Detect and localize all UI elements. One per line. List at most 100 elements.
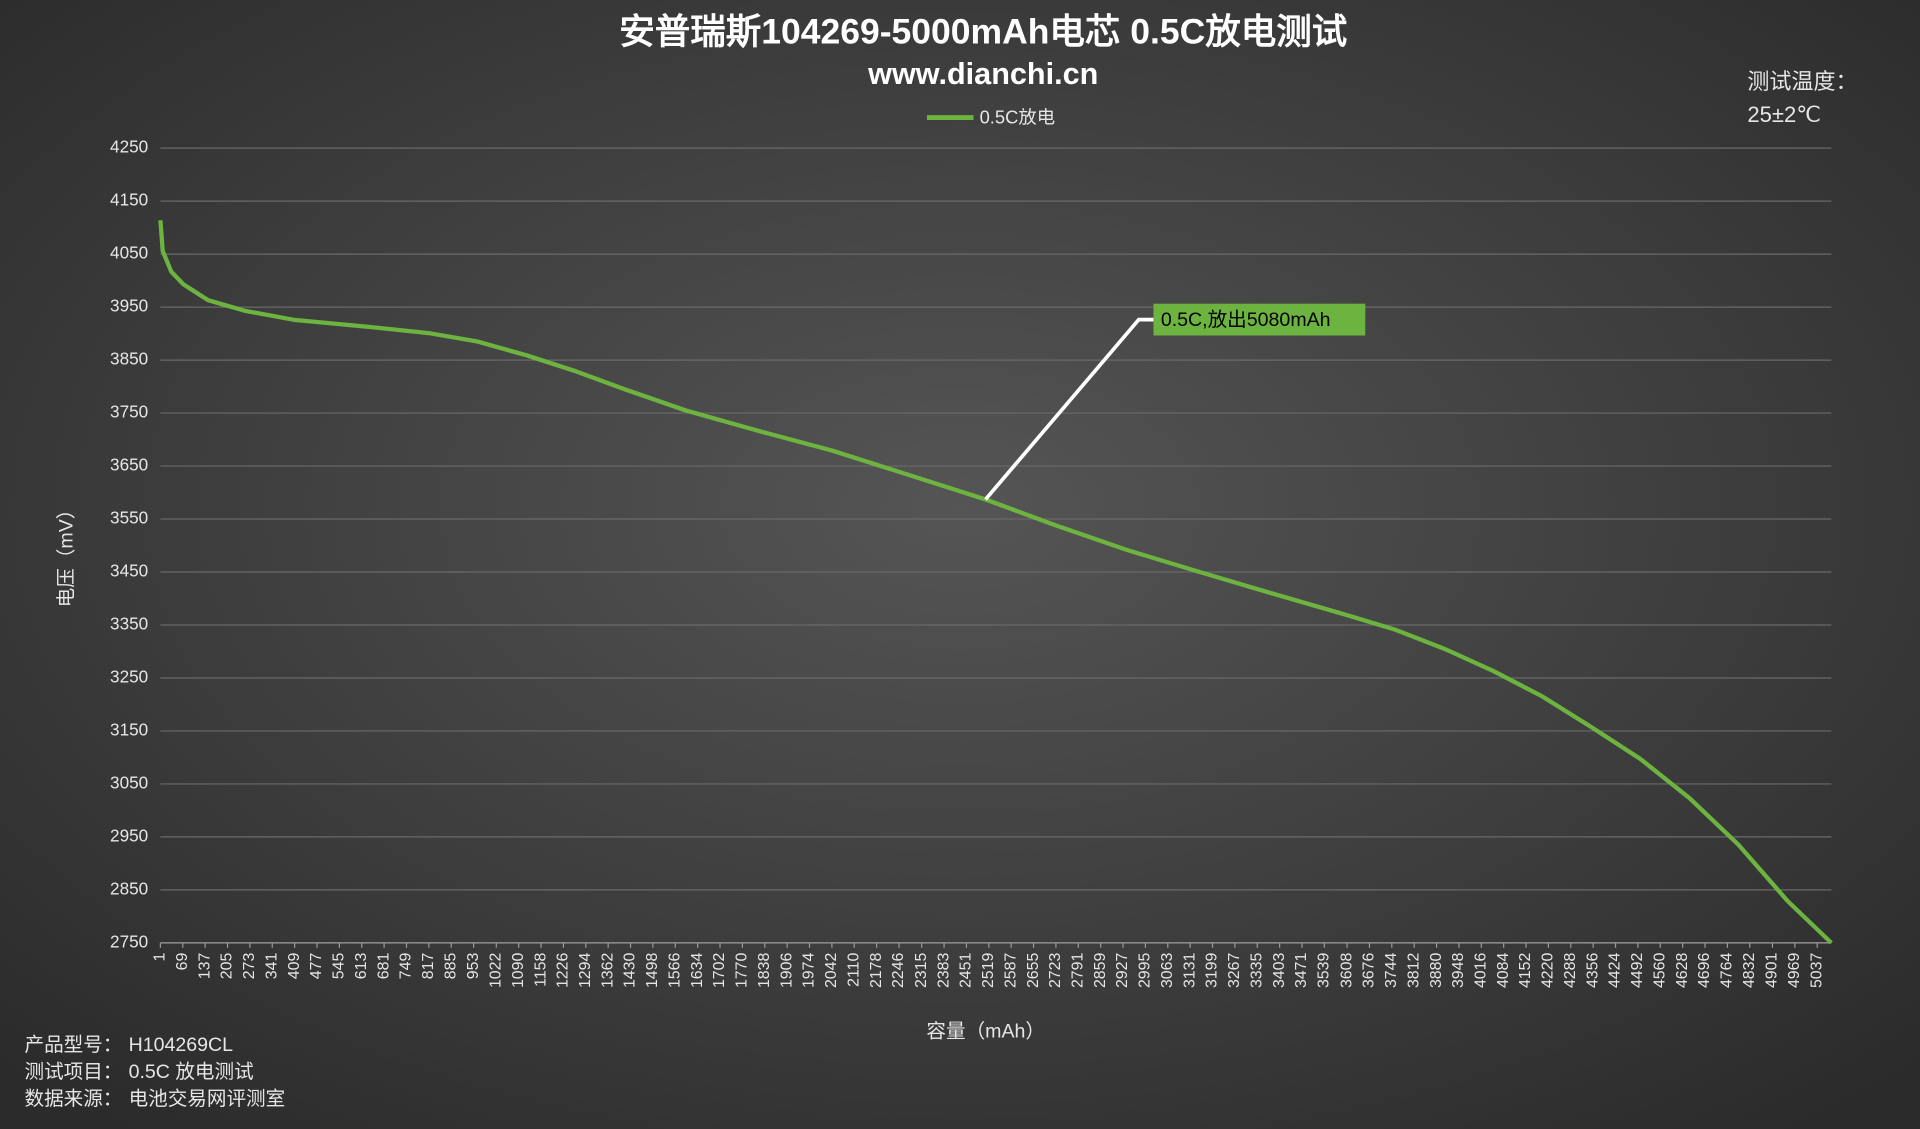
x-tick-label: 2451: [958, 953, 975, 989]
x-tick-label: 4288: [1562, 953, 1579, 989]
x-tick-label: 4696: [1696, 953, 1713, 989]
x-tick-label: 1566: [666, 953, 683, 989]
x-tick-label: 137: [196, 953, 213, 980]
x-tick-label: 953: [465, 953, 482, 980]
annotation-text: 0.5C,放出5080mAh: [1161, 309, 1331, 331]
y-tick-label: 3550: [110, 508, 148, 528]
annotation-box: [1153, 303, 1366, 336]
x-tick-label: 1430: [622, 953, 639, 989]
x-tick-label: 4901: [1764, 953, 1781, 989]
x-tick-label: 1: [152, 953, 169, 962]
y-tick-label: 4250: [110, 137, 148, 157]
x-tick-label: 3608: [1338, 953, 1355, 989]
info-value: 0.5C 放电测试: [129, 1061, 254, 1083]
x-tick-label: 1702: [711, 953, 728, 989]
x-tick-label: 1906: [778, 953, 795, 989]
x-tick-label: 3131: [1181, 953, 1198, 989]
y-tick-label: 3450: [110, 561, 148, 581]
x-tick-label: 2587: [1002, 953, 1019, 989]
x-tick-label: 4832: [1741, 953, 1758, 989]
series-line: [158, 220, 1833, 945]
x-tick-label: 749: [398, 953, 415, 980]
y-tick-label: 3850: [110, 349, 148, 369]
x-tick-label: 817: [420, 953, 437, 980]
legend-label: 0.5C放电: [980, 107, 1055, 128]
x-tick-label: 4628: [1674, 953, 1691, 989]
x-tick-label: 1498: [644, 953, 661, 989]
x-tick-label: 4492: [1629, 953, 1646, 989]
x-tick-label: 2859: [1092, 953, 1109, 989]
y-tick-label: 2950: [110, 825, 148, 845]
x-tick-label: 4152: [1517, 953, 1534, 989]
x-tick-label: 2995: [1137, 953, 1154, 989]
x-tick-label: 4016: [1473, 953, 1490, 989]
info-label: 测试项目：: [24, 1061, 122, 1083]
x-tick-label: 3403: [1271, 953, 1288, 989]
x-tick-label: 2927: [1114, 953, 1131, 989]
x-tick-label: 545: [331, 953, 348, 980]
x-tick-label: 3812: [1405, 953, 1422, 989]
x-tick-label: 477: [308, 953, 325, 980]
x-tick-label: 4764: [1719, 953, 1736, 989]
x-tick-label: 3267: [1226, 953, 1243, 989]
x-tick-label: 3880: [1428, 953, 1445, 989]
y-tick-label: 2750: [110, 931, 148, 951]
x-tick-label: 4220: [1540, 953, 1557, 989]
x-tick-label: 3539: [1316, 953, 1333, 989]
x-tick-label: 1022: [488, 953, 505, 989]
x-tick-label: 2791: [1069, 953, 1086, 989]
info-value: H104269CL: [129, 1034, 234, 1056]
x-tick-label: 69: [174, 953, 191, 971]
y-tick-label: 3350: [110, 614, 148, 634]
x-tick-label: 3063: [1159, 953, 1176, 989]
x-tick-label: 2383: [935, 953, 952, 989]
x-tick-label: 1226: [555, 953, 572, 989]
x-tick-label: 205: [219, 953, 236, 980]
x-tick-label: 4969: [1786, 953, 1803, 989]
y-tick-label: 4150: [110, 190, 148, 210]
x-tick-label: 2315: [913, 953, 930, 989]
x-tick-label: 5037: [1808, 953, 1825, 989]
x-tick-label: 1090: [510, 953, 527, 989]
x-tick-label: 1838: [756, 953, 773, 989]
x-tick-label: 273: [241, 953, 258, 980]
x-tick-label: 4424: [1607, 953, 1624, 989]
x-tick-label: 3744: [1383, 953, 1400, 989]
x-tick-label: 4560: [1651, 953, 1668, 989]
annotation-leader: [984, 317, 1154, 501]
x-tick-label: 4356: [1584, 953, 1601, 989]
x-tick-label: 409: [286, 953, 303, 980]
x-tick-label: 1158: [532, 953, 549, 987]
info-label: 产品型号：: [24, 1034, 122, 1056]
info-label: 数据来源：: [24, 1088, 122, 1110]
temperature: 25±2℃: [1747, 102, 1821, 127]
x-tick-label: 2246: [890, 953, 907, 989]
x-tick-label: 3948: [1450, 953, 1467, 989]
x-tick-label: 3471: [1293, 953, 1310, 989]
y-tick-label: 3750: [110, 402, 148, 422]
y-tick-label: 3050: [110, 772, 148, 792]
x-tick-label: 2723: [1047, 953, 1064, 989]
x-tick-label: 885: [442, 953, 459, 980]
x-tick-label: 2110: [845, 953, 862, 987]
y-axis-label: 电压（mV）: [56, 500, 78, 608]
x-tick-label: 681: [375, 953, 392, 980]
chart-title: 安普瑞斯104269-5000mAh电芯 0.5C放电测试: [619, 12, 1347, 52]
x-tick-label: 3676: [1361, 953, 1378, 989]
chart-subtitle: www.dianchi.cn: [867, 57, 1098, 91]
y-tick-label: 2850: [110, 878, 148, 898]
x-tick-label: 613: [353, 953, 370, 980]
x-tick-label: 1974: [801, 953, 818, 989]
x-tick-label: 2178: [868, 953, 885, 989]
x-tick-label: 1362: [599, 953, 616, 989]
x-tick-label: 2042: [823, 953, 840, 989]
x-tick-label: 3199: [1204, 953, 1221, 989]
y-tick-label: 3150: [110, 719, 148, 739]
info-value: 电池交易网评测室: [129, 1088, 286, 1110]
x-tick-label: 4084: [1495, 953, 1512, 989]
x-tick-label: 341: [263, 953, 280, 980]
x-tick-label: 2655: [1025, 953, 1042, 989]
